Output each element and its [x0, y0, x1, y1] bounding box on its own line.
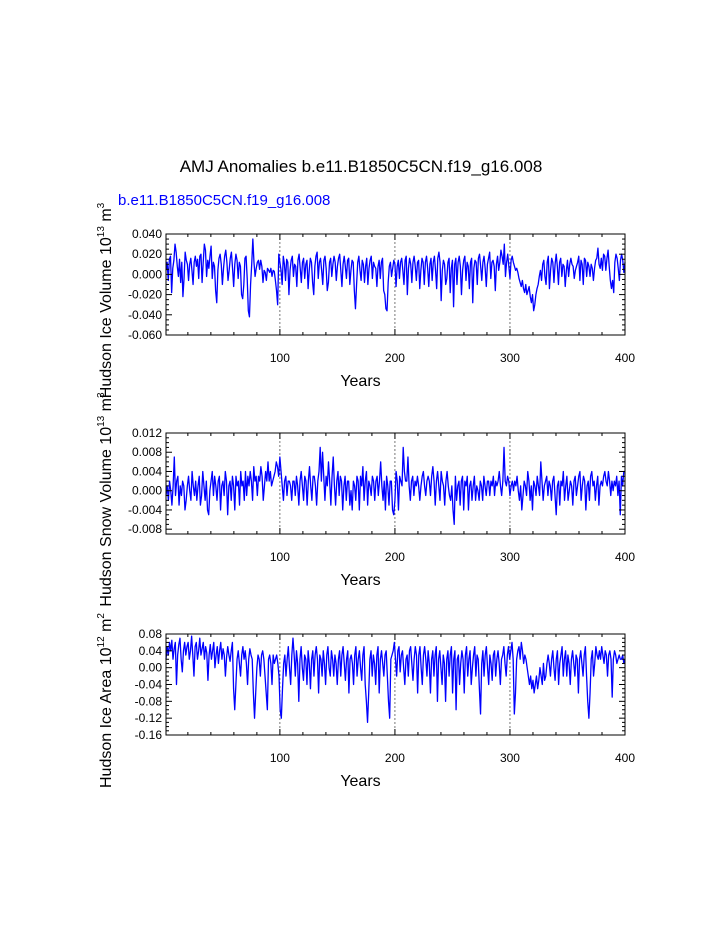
- x-tick-label: 400: [615, 550, 635, 564]
- panel-ice-area: 100 200 300 400 -0.16 -0.12 -0.08 -0.04 0.00 0.04…: [96, 613, 635, 790]
- y-axis-label: Hudson Ice Volume 1013 m3: [96, 202, 115, 398]
- y-tick-label: -0.12: [135, 711, 163, 725]
- y-tick-label: -0.08: [135, 694, 163, 708]
- x-tick-label: 300: [500, 550, 520, 564]
- y-tick-label: 0.012: [132, 426, 162, 440]
- y-tick-label: -0.04: [135, 678, 163, 692]
- series-line-ice-area: [165, 635, 626, 724]
- y-tick-label: 0.04: [139, 644, 163, 658]
- y-tick-label: 0.040: [132, 227, 162, 241]
- x-tick-label: 400: [615, 751, 635, 765]
- x-tick-label: 400: [615, 351, 635, 365]
- figure-title: AMJ Anomalies b.e11.B1850C5CN.f19_g16.00…: [180, 157, 543, 176]
- y-tick-label: 0.000: [132, 484, 162, 498]
- y-tick-label: -0.040: [128, 308, 162, 322]
- x-tick-label: 300: [500, 351, 520, 365]
- x-tick-label: 200: [385, 351, 405, 365]
- y-tick-label: -0.008: [128, 522, 162, 536]
- x-tick-label: 100: [270, 351, 290, 365]
- y-tick-label: -0.020: [128, 288, 162, 302]
- series-line-snow-volume: [165, 446, 625, 526]
- y-tick-label: -0.004: [128, 503, 162, 517]
- panel-snow-volume: 100 200 300 400 -0.008 -0.004 0.000 0.004 0.008 0…: [96, 392, 635, 607]
- y-axis-label: Hudson Ice Area 1012 m2: [96, 613, 115, 788]
- series-line-ice-volume: [165, 238, 626, 318]
- panel-ice-volume: 100 200 300 400 -0.060 -0.040 -0.020 0.000 0.020…: [96, 202, 635, 398]
- x-tick-label: 100: [270, 550, 290, 564]
- y-tick-label: 0.008: [132, 445, 162, 459]
- y-tick-label: -0.16: [135, 728, 163, 742]
- y-tick-label: 0.08: [139, 627, 163, 641]
- y-tick-label: 0.004: [132, 464, 162, 478]
- x-tick-label: 200: [385, 550, 405, 564]
- x-axis-label: Years: [340, 773, 380, 790]
- y-tick-label: 0.000: [132, 267, 162, 281]
- x-tick-label: 300: [500, 751, 520, 765]
- y-tick-label: 0.00: [139, 661, 163, 675]
- plot-frame: [165, 432, 626, 535]
- y-axis-label: Hudson Snow Volume 1013 m3: [96, 392, 115, 607]
- x-tick-label: 100: [270, 751, 290, 765]
- y-tick-label: -0.060: [128, 328, 162, 342]
- x-axis-label: Years: [340, 572, 380, 589]
- x-axis-label: Years: [340, 373, 380, 390]
- panels: 100 200 300 400 -0.060 -0.040 -0.020 0.000 0.020…: [96, 202, 635, 790]
- y-tick-label: 0.020: [132, 247, 162, 261]
- case-label: b.e11.B1850C5CN.f19_g16.008: [118, 192, 330, 209]
- x-tick-label: 200: [385, 751, 405, 765]
- plot-frame: [165, 633, 626, 736]
